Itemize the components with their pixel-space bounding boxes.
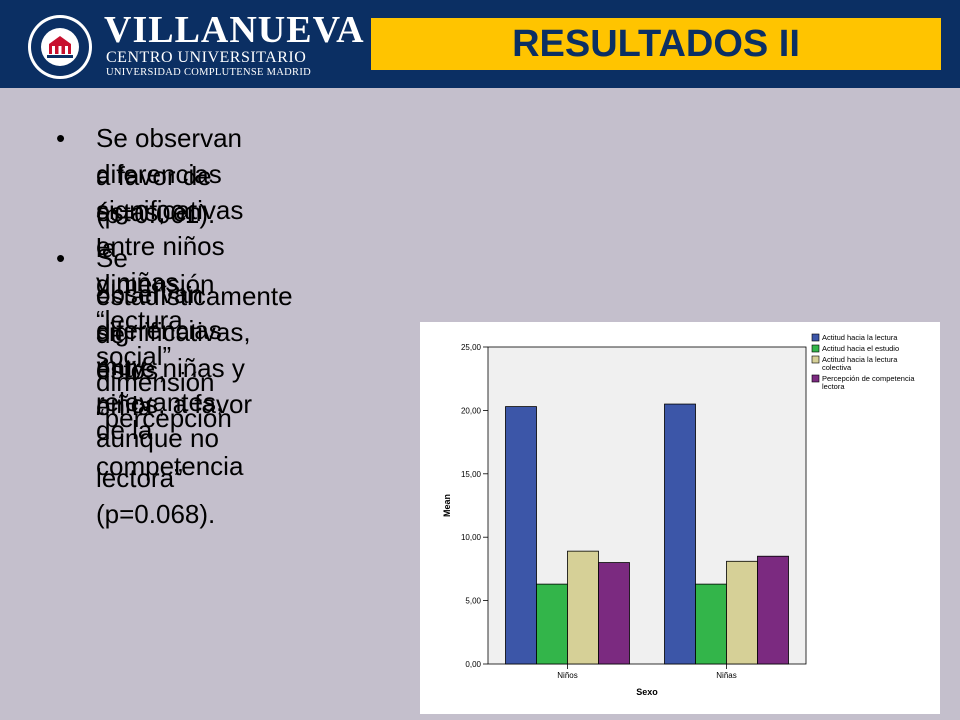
university-seal-icon <box>27 14 93 80</box>
y-axis-label: Mean <box>442 494 452 517</box>
bar <box>727 561 758 664</box>
brand-affiliation: UNIVERSIDAD COMPLUTENSE MADRID <box>106 67 311 79</box>
x-axis-label: Sexo <box>636 687 658 697</box>
legend-label: Actitud hacia la lectura <box>822 333 898 342</box>
bullet-2-line-6: lectora” (p=0.068). <box>96 460 215 532</box>
legend-swatch <box>812 356 819 363</box>
bar <box>568 551 599 664</box>
legend-label: lectora <box>822 382 845 391</box>
bar <box>758 556 789 664</box>
bullet-marker: • <box>56 240 65 276</box>
legend-label: colectiva <box>822 363 852 372</box>
slide-title: RESULTADOS II <box>512 22 800 66</box>
x-tick-label: Niñas <box>716 671 736 680</box>
bar <box>537 584 568 664</box>
bar <box>506 407 537 664</box>
bullet-marker: • <box>56 120 65 156</box>
brand-name: VILLANUEVA <box>104 10 365 50</box>
y-tick-label: 20,00 <box>461 406 482 415</box>
header-bar: VILLANUEVA CENTRO UNIVERSITARIO UNIVERSI… <box>0 0 960 88</box>
brand-subtitle: CENTRO UNIVERSITARIO <box>106 49 306 67</box>
bar <box>665 404 696 664</box>
slide-title-box: RESULTADOS II <box>371 18 941 70</box>
y-tick-label: 25,00 <box>461 343 482 352</box>
legend-swatch <box>812 375 819 382</box>
bullet-1-line-3: (p=0.001). <box>96 196 215 232</box>
bar-chart: 0,00 5,00 10,00 15,00 20,00 25,00 Mean Niños Niñ… <box>420 322 940 714</box>
x-tick-label: Niños <box>557 671 577 680</box>
bar <box>696 584 727 664</box>
bar-chart-panel: 0,00 5,00 10,00 15,00 20,00 25,00 Mean Niños Niñ… <box>420 322 940 714</box>
legend-swatch <box>812 334 819 341</box>
y-tick-label: 0,00 <box>465 660 481 669</box>
y-tick-label: 15,00 <box>461 470 482 479</box>
y-tick-label: 10,00 <box>461 533 482 542</box>
legend-label: Actitud hacia el estudio <box>822 344 899 353</box>
bar <box>599 563 630 664</box>
legend-swatch <box>812 345 819 352</box>
y-tick-label: 5,00 <box>465 597 481 606</box>
